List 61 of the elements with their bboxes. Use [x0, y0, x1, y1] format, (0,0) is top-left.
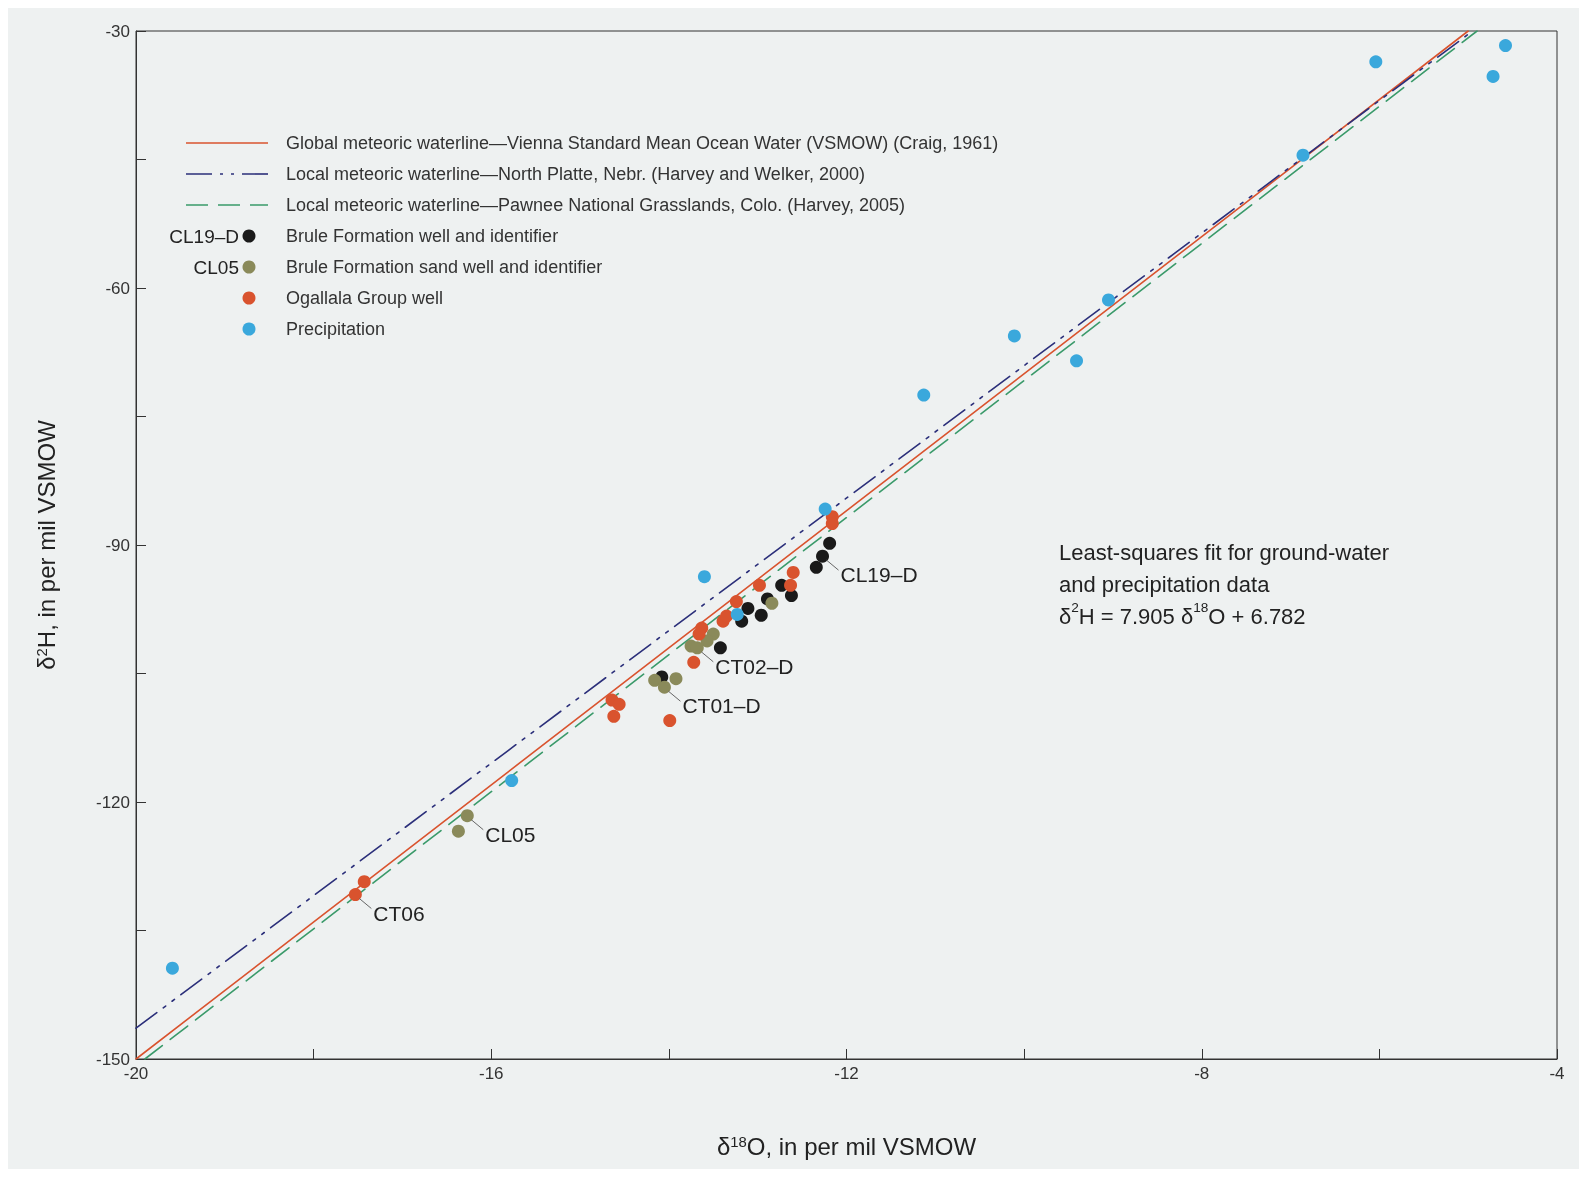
point — [765, 596, 779, 610]
point — [786, 565, 800, 579]
y-tick-label: -120 — [95, 792, 130, 812]
point — [607, 709, 621, 723]
point — [612, 697, 626, 711]
point — [1296, 148, 1310, 162]
point — [692, 627, 706, 641]
point — [818, 502, 832, 516]
annotation: CL19–D — [169, 225, 239, 247]
point — [1007, 329, 1021, 343]
point — [809, 560, 823, 574]
point — [1486, 69, 1500, 83]
legend-label: Ogallala Group well — [286, 288, 444, 308]
point — [648, 673, 662, 687]
point — [357, 875, 371, 889]
point — [451, 824, 465, 838]
y-tick-label: -30 — [105, 21, 130, 41]
point — [1369, 55, 1383, 69]
legend-label: Precipitation — [286, 319, 386, 339]
point — [460, 809, 474, 823]
point — [1499, 39, 1512, 53]
point — [713, 641, 727, 655]
point — [687, 655, 701, 669]
legend-label: Brule Formation sand well and identifier — [286, 257, 603, 277]
x-tick-label: -16 — [478, 1064, 504, 1083]
point — [917, 388, 931, 402]
annotation: CL05 — [485, 822, 536, 846]
y-tick-label: -60 — [105, 278, 130, 298]
x-tick-label: -4 — [1549, 1064, 1565, 1083]
point — [752, 578, 766, 592]
annotation: CT01–D — [682, 694, 761, 718]
legend-label: Local meteoric waterline—North Platte, Nebr. (Harvey and Welker, 2000) — [286, 164, 865, 184]
legend-label: Brule Formation well and identifier — [286, 226, 559, 246]
x-tick-label: -8 — [1194, 1064, 1210, 1083]
y-axis-title: δ2H, in per mil VSMOW — [32, 419, 60, 670]
point — [823, 536, 837, 550]
point — [1102, 293, 1115, 307]
point — [690, 641, 704, 655]
point — [816, 549, 830, 563]
point — [348, 888, 362, 902]
point — [754, 608, 768, 622]
point — [697, 570, 711, 584]
point — [729, 595, 743, 609]
annotation: CL19–D — [840, 563, 918, 587]
x-tick-label: -12 — [834, 1064, 859, 1083]
annotation: CT06 — [373, 901, 425, 925]
point — [1070, 354, 1084, 368]
annotation: CT02–D — [715, 654, 794, 678]
legend-label: Local meteoric waterline—Pawnee National Grasslands, Colo. (Harvey, 2005) — [286, 195, 905, 215]
point — [720, 609, 734, 623]
annotation: CL05 — [193, 256, 239, 278]
point — [505, 774, 519, 788]
point — [663, 714, 677, 728]
point — [730, 607, 744, 621]
point — [165, 961, 179, 975]
point — [784, 578, 798, 592]
legend-label: Global meteoric waterline—Vienna Standard Mean Ocean Water (VSMOW) (Craig, 1961) — [286, 133, 999, 153]
point — [657, 680, 671, 694]
y-tick-label: -90 — [105, 535, 130, 555]
point — [669, 672, 683, 686]
point — [741, 601, 755, 615]
